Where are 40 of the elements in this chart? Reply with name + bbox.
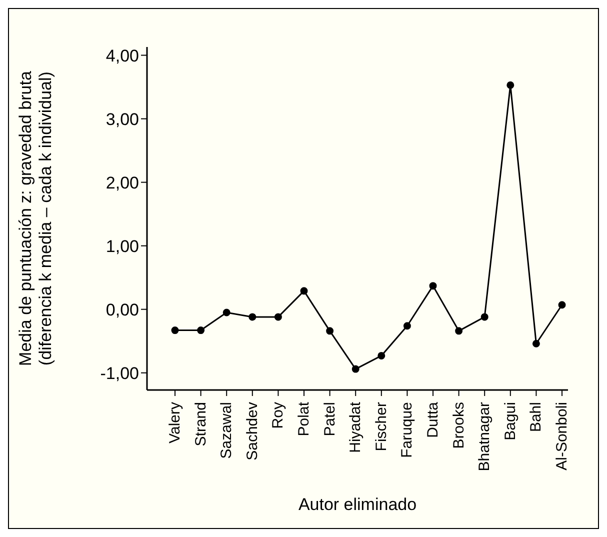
- y-tick-label: 3,00: [106, 110, 139, 129]
- y-tick-label: 0,00: [106, 300, 139, 320]
- x-tick-label: Strand: [192, 402, 210, 446]
- point: [480, 313, 488, 321]
- point: [429, 282, 437, 290]
- x-tick-label: Sachdev: [244, 402, 261, 460]
- x-tick-label: Patel: [321, 402, 338, 436]
- x-tick-label: Polat: [296, 401, 312, 436]
- point: [197, 326, 205, 334]
- x-tick-label: Roy: [270, 402, 287, 429]
- point: [455, 327, 463, 335]
- y-tick-label: 2,00: [106, 173, 139, 192]
- x-tick-label: Faruque: [398, 402, 416, 458]
- y-tick-label: 1,00: [106, 236, 139, 256]
- x-tick-label: Bagui: [502, 402, 519, 440]
- x-tick-label: Dutta: [424, 401, 442, 438]
- point: [326, 327, 334, 335]
- x-tick-label: Bhatnagar: [476, 402, 494, 472]
- point: [300, 287, 308, 295]
- point: [378, 352, 386, 360]
- x-tick-label: Hiyadat: [347, 401, 364, 453]
- x-tick-label: Brooks: [450, 402, 468, 449]
- point: [248, 313, 256, 321]
- y-tick-label: 4,00: [106, 46, 139, 66]
- y-axis-title: Media de puntuación z: gravedad bruta (diferencia k media – cada k individual): [16, 70, 55, 366]
- x-tick-label: Bahl: [528, 402, 545, 432]
- x-tick-label: Sazawal: [218, 402, 236, 459]
- x-tick-label: Fischer: [372, 402, 390, 452]
- point: [352, 365, 360, 373]
- point: [274, 313, 282, 321]
- point: [506, 81, 514, 89]
- x-tick-label: Valery: [166, 402, 184, 444]
- point: [558, 301, 566, 309]
- point: [222, 308, 230, 316]
- point: [532, 340, 540, 348]
- point: [403, 322, 411, 330]
- y-tick-label: -1,00: [100, 364, 139, 383]
- x-tick-label: Al-Sonboli: [554, 402, 570, 470]
- point: [171, 326, 179, 334]
- x-axis-title: Autor eliminado: [298, 495, 417, 514]
